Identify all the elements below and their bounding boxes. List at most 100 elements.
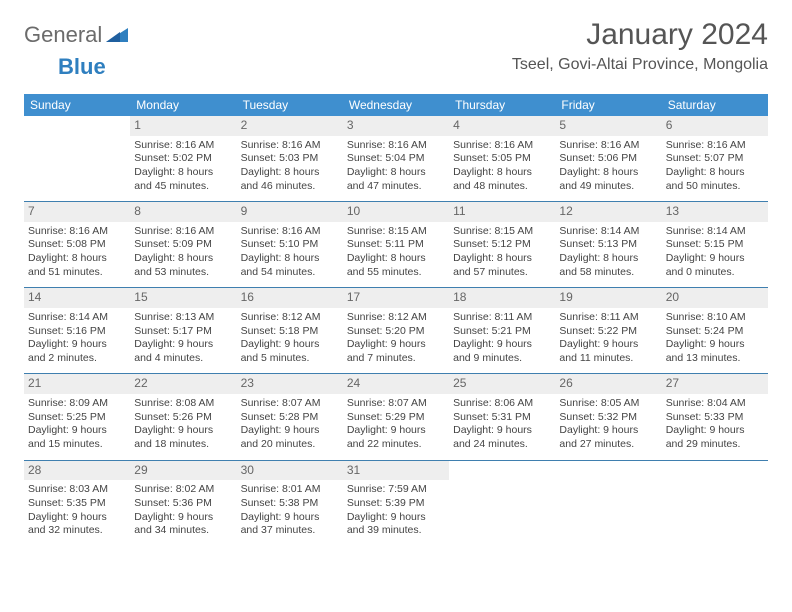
sunrise-text: Sunrise: 8:14 AM — [559, 225, 657, 239]
day-details: Sunrise: 8:13 AMSunset: 5:17 PMDaylight:… — [134, 311, 232, 366]
sunrise-text: Sunrise: 8:15 AM — [453, 225, 551, 239]
sunrise-text: Sunrise: 8:16 AM — [28, 225, 126, 239]
calendar-day-cell: 28Sunrise: 8:03 AMSunset: 5:35 PMDayligh… — [24, 460, 130, 546]
day-number: 29 — [130, 461, 236, 481]
day-number: 30 — [237, 461, 343, 481]
calendar-day-cell: 7Sunrise: 8:16 AMSunset: 5:08 PMDaylight… — [24, 202, 130, 288]
sunrise-text: Sunrise: 8:16 AM — [559, 139, 657, 153]
calendar-week-row: 28Sunrise: 8:03 AMSunset: 5:35 PMDayligh… — [24, 460, 768, 546]
day-details: Sunrise: 8:12 AMSunset: 5:18 PMDaylight:… — [241, 311, 339, 366]
sunrise-text: Sunrise: 8:09 AM — [28, 397, 126, 411]
sunset-text: Sunset: 5:28 PM — [241, 411, 339, 425]
sunset-text: Sunset: 5:08 PM — [28, 238, 126, 252]
month-title: January 2024 — [512, 18, 768, 52]
daylight-text: Daylight: 8 hours and 48 minutes. — [453, 166, 551, 193]
day-details: Sunrise: 8:03 AMSunset: 5:35 PMDaylight:… — [28, 483, 126, 538]
calendar-day-cell: 10Sunrise: 8:15 AMSunset: 5:11 PMDayligh… — [343, 202, 449, 288]
sunrise-text: Sunrise: 7:59 AM — [347, 483, 445, 497]
day-number: 15 — [130, 288, 236, 308]
sunset-text: Sunset: 5:13 PM — [559, 238, 657, 252]
sunrise-text: Sunrise: 8:07 AM — [241, 397, 339, 411]
calendar-day-cell: 30Sunrise: 8:01 AMSunset: 5:38 PMDayligh… — [237, 460, 343, 546]
day-number: 19 — [555, 288, 661, 308]
location-text: Tseel, Govi-Altai Province, Mongolia — [512, 56, 768, 74]
sunset-text: Sunset: 5:18 PM — [241, 325, 339, 339]
calendar-day-cell: 1Sunrise: 8:16 AMSunset: 5:02 PMDaylight… — [130, 116, 236, 202]
sunrise-text: Sunrise: 8:16 AM — [666, 139, 764, 153]
weekday-header: Saturday — [662, 94, 768, 116]
day-details: Sunrise: 8:09 AMSunset: 5:25 PMDaylight:… — [28, 397, 126, 452]
calendar-day-cell: 16 Sunrise: 8:12 AMSunset: 5:18 PMDayligh… — [237, 288, 343, 374]
daylight-text: Daylight: 8 hours and 50 minutes. — [666, 166, 764, 193]
daylight-text: Daylight: 9 hours and 7 minutes. — [347, 338, 445, 365]
sunset-text: Sunset: 5:06 PM — [559, 152, 657, 166]
calendar-day-cell — [662, 460, 768, 546]
day-number: 21 — [24, 374, 130, 394]
daylight-text: Daylight: 8 hours and 51 minutes. — [28, 252, 126, 279]
sunrise-text: Sunrise: 8:16 AM — [134, 139, 232, 153]
daylight-text: Daylight: 9 hours and 27 minutes. — [559, 424, 657, 451]
calendar-day-cell: 5Sunrise: 8:16 AMSunset: 5:06 PMDaylight… — [555, 116, 661, 202]
calendar-day-cell: 11Sunrise: 8:15 AMSunset: 5:12 PMDayligh… — [449, 202, 555, 288]
calendar-day-cell: 14Sunrise: 8:14 AMSunset: 5:16 PMDayligh… — [24, 288, 130, 374]
daylight-text: Daylight: 8 hours and 49 minutes. — [559, 166, 657, 193]
sunrise-text: Sunrise: 8:04 AM — [666, 397, 764, 411]
calendar-table: Sunday Monday Tuesday Wednesday Thursday… — [24, 94, 768, 546]
daylight-text: Daylight: 9 hours and 32 minutes. — [28, 511, 126, 538]
day-details: Sunrise: 8:02 AMSunset: 5:36 PMDaylight:… — [134, 483, 232, 538]
calendar-day-cell — [449, 460, 555, 546]
sunrise-text: Sunrise: 8:03 AM — [28, 483, 126, 497]
sunset-text: Sunset: 5:38 PM — [241, 497, 339, 511]
daylight-text: Daylight: 9 hours and 22 minutes. — [347, 424, 445, 451]
day-number: 3 — [343, 116, 449, 136]
day-details: Sunrise: 8:14 AMSunset: 5:16 PMDaylight:… — [28, 311, 126, 366]
sunset-text: Sunset: 5:09 PM — [134, 238, 232, 252]
sunset-text: Sunset: 5:33 PM — [666, 411, 764, 425]
day-details: Sunrise: 8:04 AMSunset: 5:33 PMDaylight:… — [666, 397, 764, 452]
logo-blue-text: Blue — [58, 54, 106, 80]
sunrise-text: Sunrise: 8:16 AM — [241, 225, 339, 239]
calendar-day-cell: 8Sunrise: 8:16 AMSunset: 5:09 PMDaylight… — [130, 202, 236, 288]
daylight-text: Daylight: 9 hours and 29 minutes. — [666, 424, 764, 451]
sunrise-text: Sunrise: 8:14 AM — [28, 311, 126, 325]
day-number: 27 — [662, 374, 768, 394]
sunset-text: Sunset: 5:11 PM — [347, 238, 445, 252]
calendar-day-cell: 25Sunrise: 8:06 AMSunset: 5:31 PMDayligh… — [449, 374, 555, 460]
day-details: Sunrise: 8:12 AMSunset: 5:20 PMDaylight:… — [347, 311, 445, 366]
sunrise-text: Sunrise: 8:05 AM — [559, 397, 657, 411]
calendar-day-cell: 31Sunrise: 7:59 AMSunset: 5:39 PMDayligh… — [343, 460, 449, 546]
day-details: Sunrise: 8:05 AMSunset: 5:32 PMDaylight:… — [559, 397, 657, 452]
daylight-text: Daylight: 9 hours and 24 minutes. — [453, 424, 551, 451]
sunrise-text: Sunrise: 8:06 AM — [453, 397, 551, 411]
sunset-text: Sunset: 5:04 PM — [347, 152, 445, 166]
day-details: Sunrise: 8:16 AMSunset: 5:08 PMDaylight:… — [28, 225, 126, 280]
calendar-day-cell: 12 Sunrise: 8:14 AMSunset: 5:13 PMDayligh… — [555, 202, 661, 288]
calendar-week-row: 1Sunrise: 8:16 AMSunset: 5:02 PMDaylight… — [24, 116, 768, 202]
day-number: 12 — [555, 202, 661, 222]
weekday-header: Friday — [555, 94, 661, 116]
calendar-day-cell: 18Sunrise: 8:11 AMSunset: 5:21 PMDayligh… — [449, 288, 555, 374]
day-details: Sunrise: 8:16 AMSunset: 5:03 PMDaylight:… — [241, 139, 339, 194]
weekday-header: Sunday — [24, 94, 130, 116]
calendar-day-cell: 29Sunrise: 8:02 AMSunset: 5:36 PMDayligh… — [130, 460, 236, 546]
daylight-text: Daylight: 9 hours and 13 minutes. — [666, 338, 764, 365]
sunrise-text: Sunrise: 8:14 AM — [666, 225, 764, 239]
sunrise-text: Sunrise: 8:16 AM — [347, 139, 445, 153]
daylight-text: Daylight: 9 hours and 15 minutes. — [28, 424, 126, 451]
sunset-text: Sunset: 5:25 PM — [28, 411, 126, 425]
day-details: Sunrise: 8:16 AMSunset: 5:07 PMDaylight:… — [666, 139, 764, 194]
day-number: 6 — [662, 116, 768, 136]
day-details: Sunrise: 8:11 AMSunset: 5:22 PMDaylight:… — [559, 311, 657, 366]
day-number: 16 — [237, 288, 343, 308]
sunset-text: Sunset: 5:20 PM — [347, 325, 445, 339]
day-details: Sunrise: 8:15 AMSunset: 5:12 PMDaylight:… — [453, 225, 551, 280]
day-details: Sunrise: 8:16 AMSunset: 5:04 PMDaylight:… — [347, 139, 445, 194]
calendar-day-cell — [555, 460, 661, 546]
day-details: Sunrise: 8:14 AMSunset: 5:13 PMDaylight:… — [559, 225, 657, 280]
weekday-header: Monday — [130, 94, 236, 116]
daylight-text: Daylight: 9 hours and 9 minutes. — [453, 338, 551, 365]
day-details: Sunrise: 8:15 AMSunset: 5:11 PMDaylight:… — [347, 225, 445, 280]
daylight-text: Daylight: 9 hours and 11 minutes. — [559, 338, 657, 365]
sunrise-text: Sunrise: 8:11 AM — [453, 311, 551, 325]
day-number: 26 — [555, 374, 661, 394]
